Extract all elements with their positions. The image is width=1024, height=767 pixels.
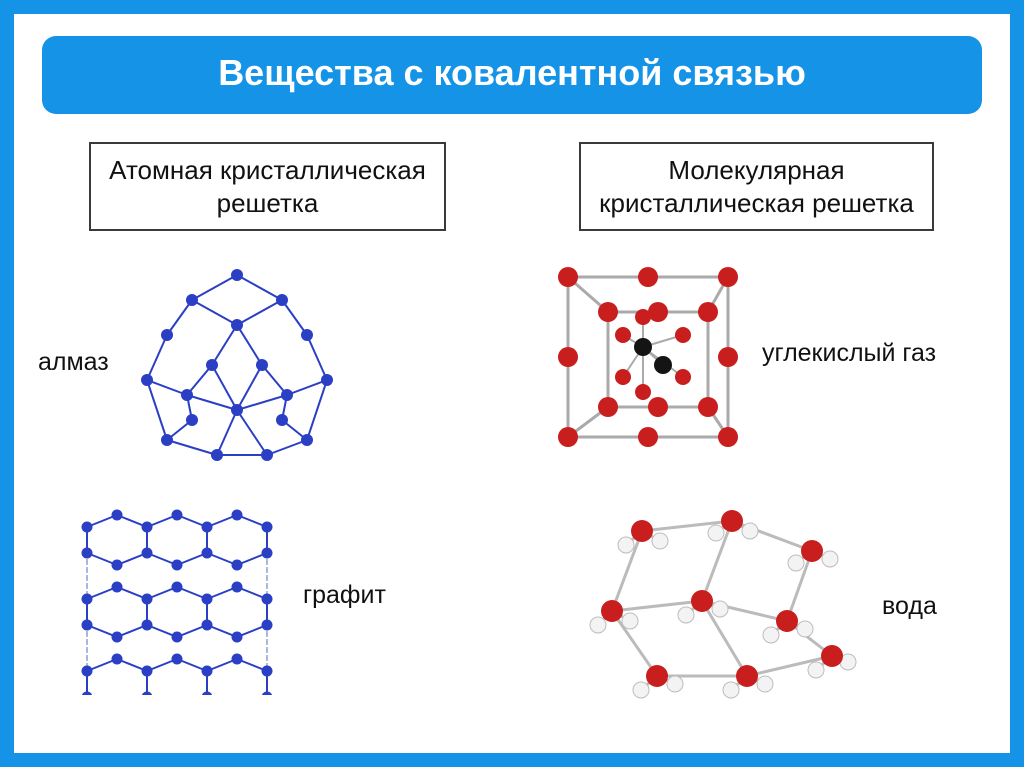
columns: Атомная кристаллическаярешетка алмаз гра…	[38, 142, 986, 257]
co2-caption: углекислый газ	[762, 339, 936, 368]
co2-diagram	[542, 251, 752, 456]
water-caption: вода	[882, 592, 937, 621]
water-diagram	[582, 501, 872, 711]
graphite-caption: графит	[303, 581, 386, 610]
graphite-diagram	[63, 495, 293, 695]
right-subtitle: Молекулярнаякристаллическая решетка	[579, 142, 934, 231]
right-column: Молекулярнаякристаллическая решетка угле…	[527, 142, 986, 257]
diamond-caption: алмаз	[38, 348, 109, 377]
diamond-diagram	[119, 257, 349, 467]
left-subtitle: Атомная кристаллическаярешетка	[89, 142, 446, 231]
left-column: Атомная кристаллическаярешетка алмаз гра…	[38, 142, 497, 257]
page-title: Вещества с ковалентной связью	[42, 36, 982, 114]
